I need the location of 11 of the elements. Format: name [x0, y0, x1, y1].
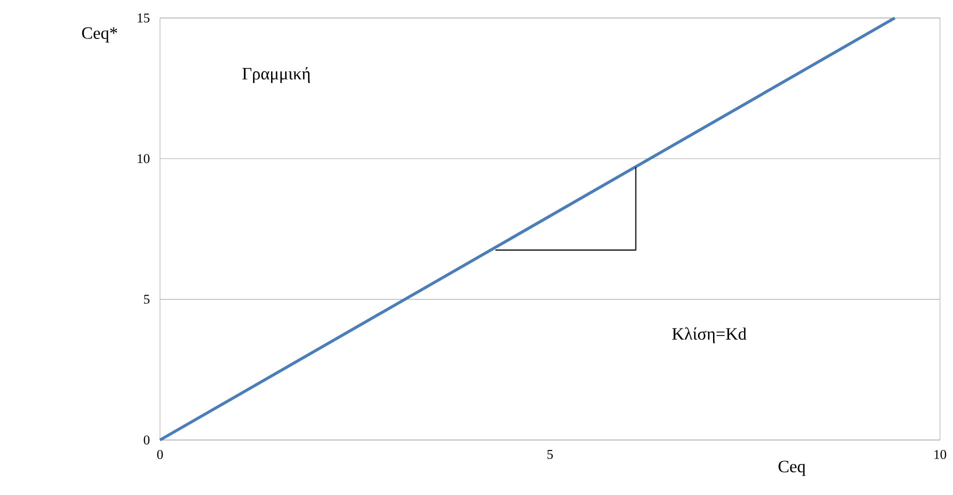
y-tick-label: 5: [144, 294, 150, 304]
x-tick-label: 0: [157, 450, 163, 460]
x-axis-title: Ceq: [778, 460, 806, 476]
annotation: Γραμμική: [242, 67, 310, 84]
y-tick-label: 15: [138, 14, 150, 22]
y-tick-label: 10: [138, 154, 150, 164]
annotation: Κλίση=Kd: [672, 327, 746, 344]
y-tick-label: 0: [144, 435, 150, 444]
x-tick-label: 10: [934, 450, 946, 460]
y-axis-title: Ceq*: [82, 27, 118, 42]
x-tick-label: 5: [547, 450, 553, 459]
